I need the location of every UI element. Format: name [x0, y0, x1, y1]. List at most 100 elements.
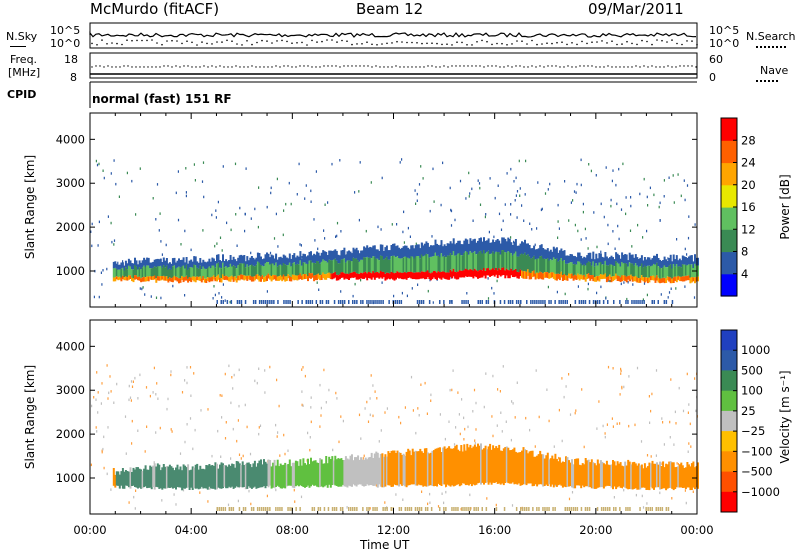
echo-cell — [261, 464, 264, 488]
echo-cell — [596, 459, 599, 488]
y-tick-label: 4000 — [56, 339, 85, 353]
echo-cell — [628, 252, 631, 263]
echo-cell — [434, 239, 437, 253]
sparse-echo — [684, 198, 686, 202]
echo-cell — [584, 276, 587, 282]
nsearch-dot — [496, 42, 498, 45]
echo-cell — [628, 275, 631, 282]
echo-cell — [446, 272, 449, 280]
echo-cell — [335, 459, 338, 486]
echo-cell — [472, 446, 475, 485]
echo-cell — [124, 276, 127, 281]
echo-cell — [140, 469, 143, 489]
sparse-echo — [224, 437, 227, 440]
ground-scatter — [420, 507, 423, 511]
echo-cell — [270, 263, 273, 276]
nsearch-dot — [356, 43, 358, 45]
echo-cell — [677, 266, 680, 276]
echo-cell — [555, 273, 558, 281]
sparse-echo — [107, 397, 109, 400]
echo-cell — [346, 251, 349, 261]
echo-cell — [537, 258, 540, 273]
echo-cell — [445, 246, 448, 258]
echo-cell — [141, 471, 144, 489]
sparse-echo — [651, 392, 653, 396]
echo-cell — [595, 276, 598, 282]
sparse-echo — [468, 195, 470, 198]
nave-dot — [443, 65, 445, 67]
nave-dot — [267, 66, 269, 68]
ground-scatter — [568, 507, 570, 511]
echo-cell — [657, 258, 660, 267]
sparse-echo — [316, 281, 318, 284]
sparse-echo — [110, 488, 112, 491]
sparse-echo — [310, 396, 312, 399]
sparse-echo — [113, 243, 115, 246]
echo-cell — [297, 264, 300, 276]
echo-cell — [118, 269, 121, 277]
sparse-echo — [558, 408, 560, 412]
echo-cell — [560, 462, 563, 486]
sparse-echo — [375, 484, 377, 487]
echo-cell — [179, 260, 182, 268]
echo-cell — [668, 276, 671, 282]
echo-cell — [674, 266, 677, 277]
beam-title: Beam 12 — [356, 0, 424, 18]
sparse-echo — [596, 291, 598, 295]
echo-cell — [514, 239, 517, 252]
ground-scatter — [230, 300, 233, 304]
sparse-echo — [437, 505, 440, 508]
echo-cell — [662, 461, 665, 489]
echo-cell — [228, 267, 231, 278]
echo-cell — [231, 275, 234, 280]
echo-cell — [344, 254, 347, 263]
sparse-echo — [98, 295, 100, 299]
echo-cell — [179, 267, 182, 279]
nsearch-dot — [266, 40, 268, 42]
echo-cell — [293, 262, 296, 275]
echo-cell — [250, 264, 253, 277]
echo-cell — [115, 268, 118, 277]
sparse-echo — [409, 235, 411, 238]
echo-cell — [219, 267, 221, 278]
nave-dot — [343, 65, 345, 67]
echo-cell — [690, 255, 693, 265]
echo-cell — [492, 239, 495, 252]
nsearch-dot — [226, 39, 228, 42]
echo-cell — [361, 259, 364, 274]
echo-cell — [630, 263, 633, 275]
echo-cell — [337, 458, 340, 487]
echo-cell — [613, 461, 616, 487]
nave-dot — [663, 66, 665, 68]
echo-cell — [539, 450, 542, 485]
nave-dot — [291, 66, 293, 68]
echo-cell — [481, 449, 484, 483]
echo-cell — [433, 256, 435, 272]
nave-dot — [543, 66, 545, 68]
ground-scatter — [627, 507, 629, 511]
echo-cell — [135, 266, 138, 276]
echo-cell — [416, 244, 419, 256]
echo-cell — [467, 254, 470, 271]
echo-cell — [436, 243, 438, 256]
echo-cell — [188, 470, 191, 490]
sparse-echo — [439, 413, 441, 416]
echo-cell — [302, 458, 305, 487]
echo-cell — [146, 265, 149, 277]
echo-cell — [425, 448, 428, 487]
sparse-echo — [501, 430, 503, 433]
sparse-echo — [469, 493, 471, 497]
echo-cell — [338, 274, 341, 280]
sparse-echo — [186, 381, 188, 385]
echo-cell — [390, 256, 393, 272]
sparse-echo — [315, 170, 317, 173]
sparse-echo — [110, 390, 112, 393]
echo-cell — [212, 265, 215, 276]
sparse-echo — [238, 404, 240, 408]
nsearch-dot — [686, 40, 688, 42]
nsearch-dot — [511, 43, 513, 45]
echo-cell — [616, 461, 619, 488]
nave-dot — [575, 66, 577, 68]
echo-cell — [537, 248, 540, 259]
echo-cell — [398, 247, 401, 258]
